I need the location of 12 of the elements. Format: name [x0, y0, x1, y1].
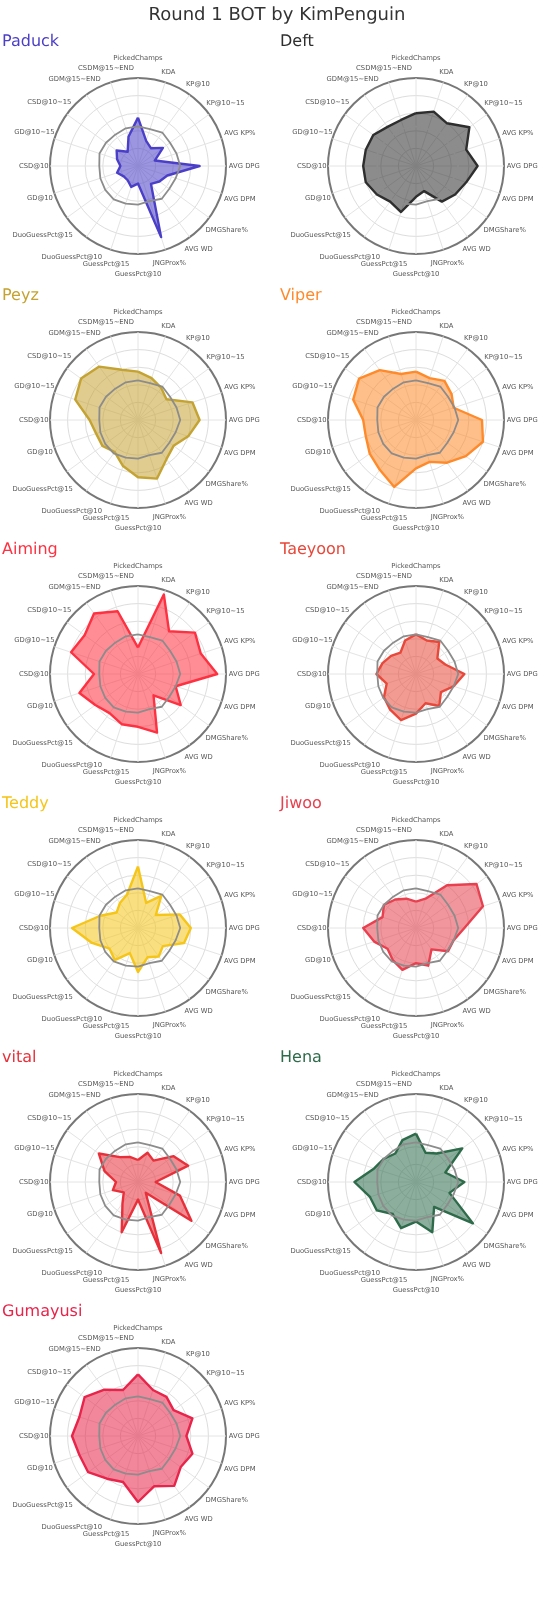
chart-title: Peyz — [2, 286, 39, 304]
text: Round 1 BOT by KimPenguin — [146, 4, 408, 30]
chart-title: Jiwoo — [278, 794, 323, 812]
chart-title: Taeyoon — [278, 540, 346, 558]
chart-title: Teddy — [0, 794, 50, 812]
chart-title: vital — [2, 1048, 37, 1066]
chart-title: Viper — [280, 286, 324, 304]
chart-title: Gumayusi — [2, 1302, 83, 1320]
chart-title: Hena — [280, 1048, 323, 1066]
chart-title: Aiming — [2, 540, 58, 558]
chart-title: Deft — [280, 32, 314, 50]
chart-title: Paduck — [2, 32, 60, 50]
